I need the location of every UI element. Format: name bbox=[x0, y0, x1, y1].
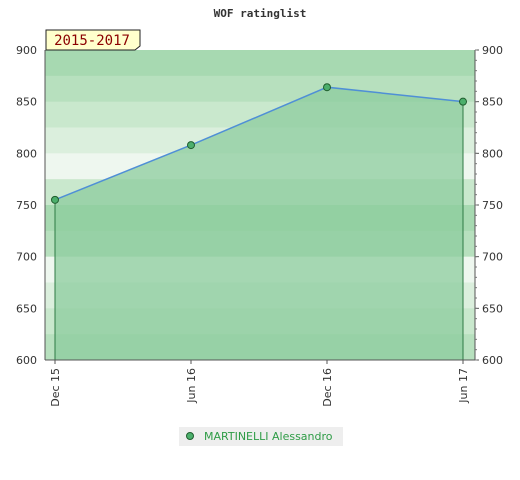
y-axis-left-ticks: 600 650 700 750 800 850 900 bbox=[16, 44, 37, 367]
chart-title: WOF ratinglist bbox=[214, 7, 307, 20]
y-tick-label-right: 600 bbox=[482, 354, 503, 367]
y-tick-label-right: 700 bbox=[482, 251, 503, 264]
period-badge-box bbox=[45, 29, 141, 51]
data-point bbox=[51, 195, 59, 204]
y-axis-right-ticks: 600 650 700 750 800 850 900 bbox=[475, 44, 503, 367]
data-point bbox=[323, 83, 331, 92]
legend-background bbox=[179, 427, 343, 446]
y-tick-label-right: 900 bbox=[482, 44, 503, 57]
y-tick-label-left: 850 bbox=[16, 96, 37, 109]
x-tick-label: Dec 15 bbox=[49, 368, 62, 407]
y-tick-label-left: 750 bbox=[16, 199, 37, 212]
data-points bbox=[51, 83, 467, 204]
period-badge: 2015-2017 bbox=[45, 29, 141, 51]
x-tick-label: Dec 16 bbox=[321, 368, 334, 407]
y-tick-label-left: 900 bbox=[16, 44, 37, 57]
grid-band bbox=[45, 50, 475, 77]
series-line bbox=[54, 86, 464, 201]
data-point bbox=[459, 97, 467, 106]
y-tick-label-right: 750 bbox=[482, 199, 503, 212]
y-tick-label-right: 850 bbox=[482, 96, 503, 109]
y-tick-label-right: 800 bbox=[482, 147, 503, 160]
legend[interactable]: MARTINELLI Alessandro bbox=[179, 427, 343, 446]
y-tick-label-right: 650 bbox=[482, 302, 503, 315]
y-tick-label-left: 600 bbox=[16, 354, 37, 367]
x-tick-label: Jun 16 bbox=[185, 368, 198, 404]
legend-series-label: MARTINELLI Alessandro bbox=[204, 430, 333, 443]
series-area bbox=[55, 87, 463, 360]
x-tick-label: Jun 17 bbox=[457, 368, 470, 404]
y-tick-label-left: 650 bbox=[16, 302, 37, 315]
y-tick-label-left: 800 bbox=[16, 147, 37, 160]
period-badge-text: 2015-2017 bbox=[54, 33, 130, 49]
area-layer bbox=[54, 86, 464, 360]
x-axis-ticks: Dec 15 Jun 16 Dec 16 Jun 17 bbox=[49, 360, 470, 407]
legend-marker-icon bbox=[186, 432, 194, 440]
y-tick-label-left: 700 bbox=[16, 251, 37, 264]
data-point bbox=[187, 141, 195, 150]
